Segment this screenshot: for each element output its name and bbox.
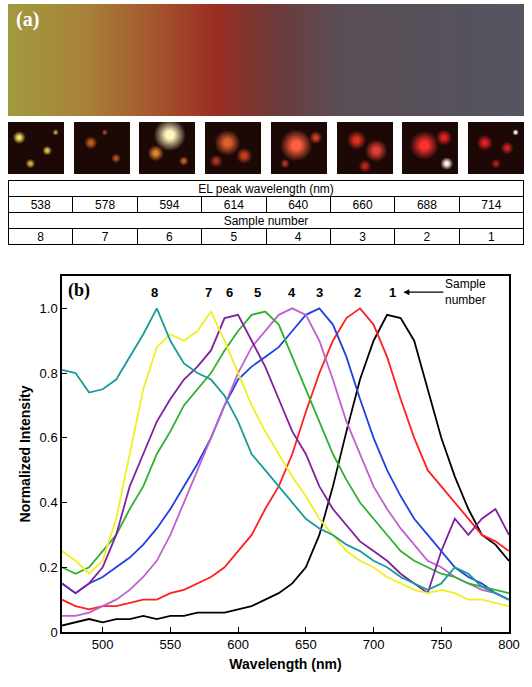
html-text:538: 538 (30, 197, 51, 212)
svg-text:2: 2 (354, 285, 361, 300)
html-text:578: 578 (95, 197, 116, 212)
svg-text:500: 500 (92, 637, 114, 652)
svg-text:0.4: 0.4 (40, 495, 58, 510)
html-text:4: 4 (294, 229, 302, 244)
svg-text:700: 700 (363, 637, 385, 652)
svg-text:7: 7 (205, 285, 212, 300)
svg-text:(b): (b) (68, 280, 90, 301)
svg-text:1: 1 (389, 285, 396, 300)
svg-text:0.2: 0.2 (40, 560, 58, 575)
html-text:688: 688 (416, 197, 437, 212)
html-text:660: 660 (352, 197, 373, 212)
svg-text:8: 8 (151, 285, 158, 300)
svg-text:550: 550 (160, 637, 182, 652)
svg-text:3: 3 (316, 285, 323, 300)
svg-text:0: 0 (50, 625, 57, 640)
html-text:EL peak wavelength (nm): EL peak wavelength (nm) (198, 181, 334, 196)
html-text:8: 8 (37, 229, 44, 244)
svg-text:0.6: 0.6 (40, 430, 58, 445)
html-text:2: 2 (423, 229, 431, 244)
svg-text:4: 4 (288, 285, 296, 300)
svg-text:5: 5 (254, 285, 261, 300)
svg-text:Normalized Intensity: Normalized Intensity (17, 385, 33, 522)
html-text:6: 6 (166, 229, 173, 244)
html-text:594: 594 (159, 197, 180, 212)
html-text:614: 614 (223, 197, 244, 212)
html-text:1: 1 (488, 229, 495, 244)
html-text:714: 714 (481, 197, 502, 212)
svg-text:800: 800 (498, 637, 520, 652)
svg-text:1.0: 1.0 (40, 301, 58, 316)
html-text:7: 7 (101, 229, 109, 244)
svg-text:Samplenumber: Samplenumber (445, 277, 486, 307)
svg-text:750: 750 (430, 637, 452, 652)
html-text:(a): (a) (16, 8, 40, 30)
html-text:3: 3 (359, 229, 366, 244)
svg-text:0.8: 0.8 (40, 366, 58, 381)
svg-text:Wavelength (nm): Wavelength (nm) (229, 656, 341, 672)
svg-text:600: 600 (227, 637, 249, 652)
html-text:Sample number: Sample number (223, 213, 309, 228)
html-text:640: 640 (288, 197, 309, 212)
html-text:5: 5 (230, 229, 238, 244)
svg-text:6: 6 (226, 285, 233, 300)
svg-text:650: 650 (295, 637, 317, 652)
